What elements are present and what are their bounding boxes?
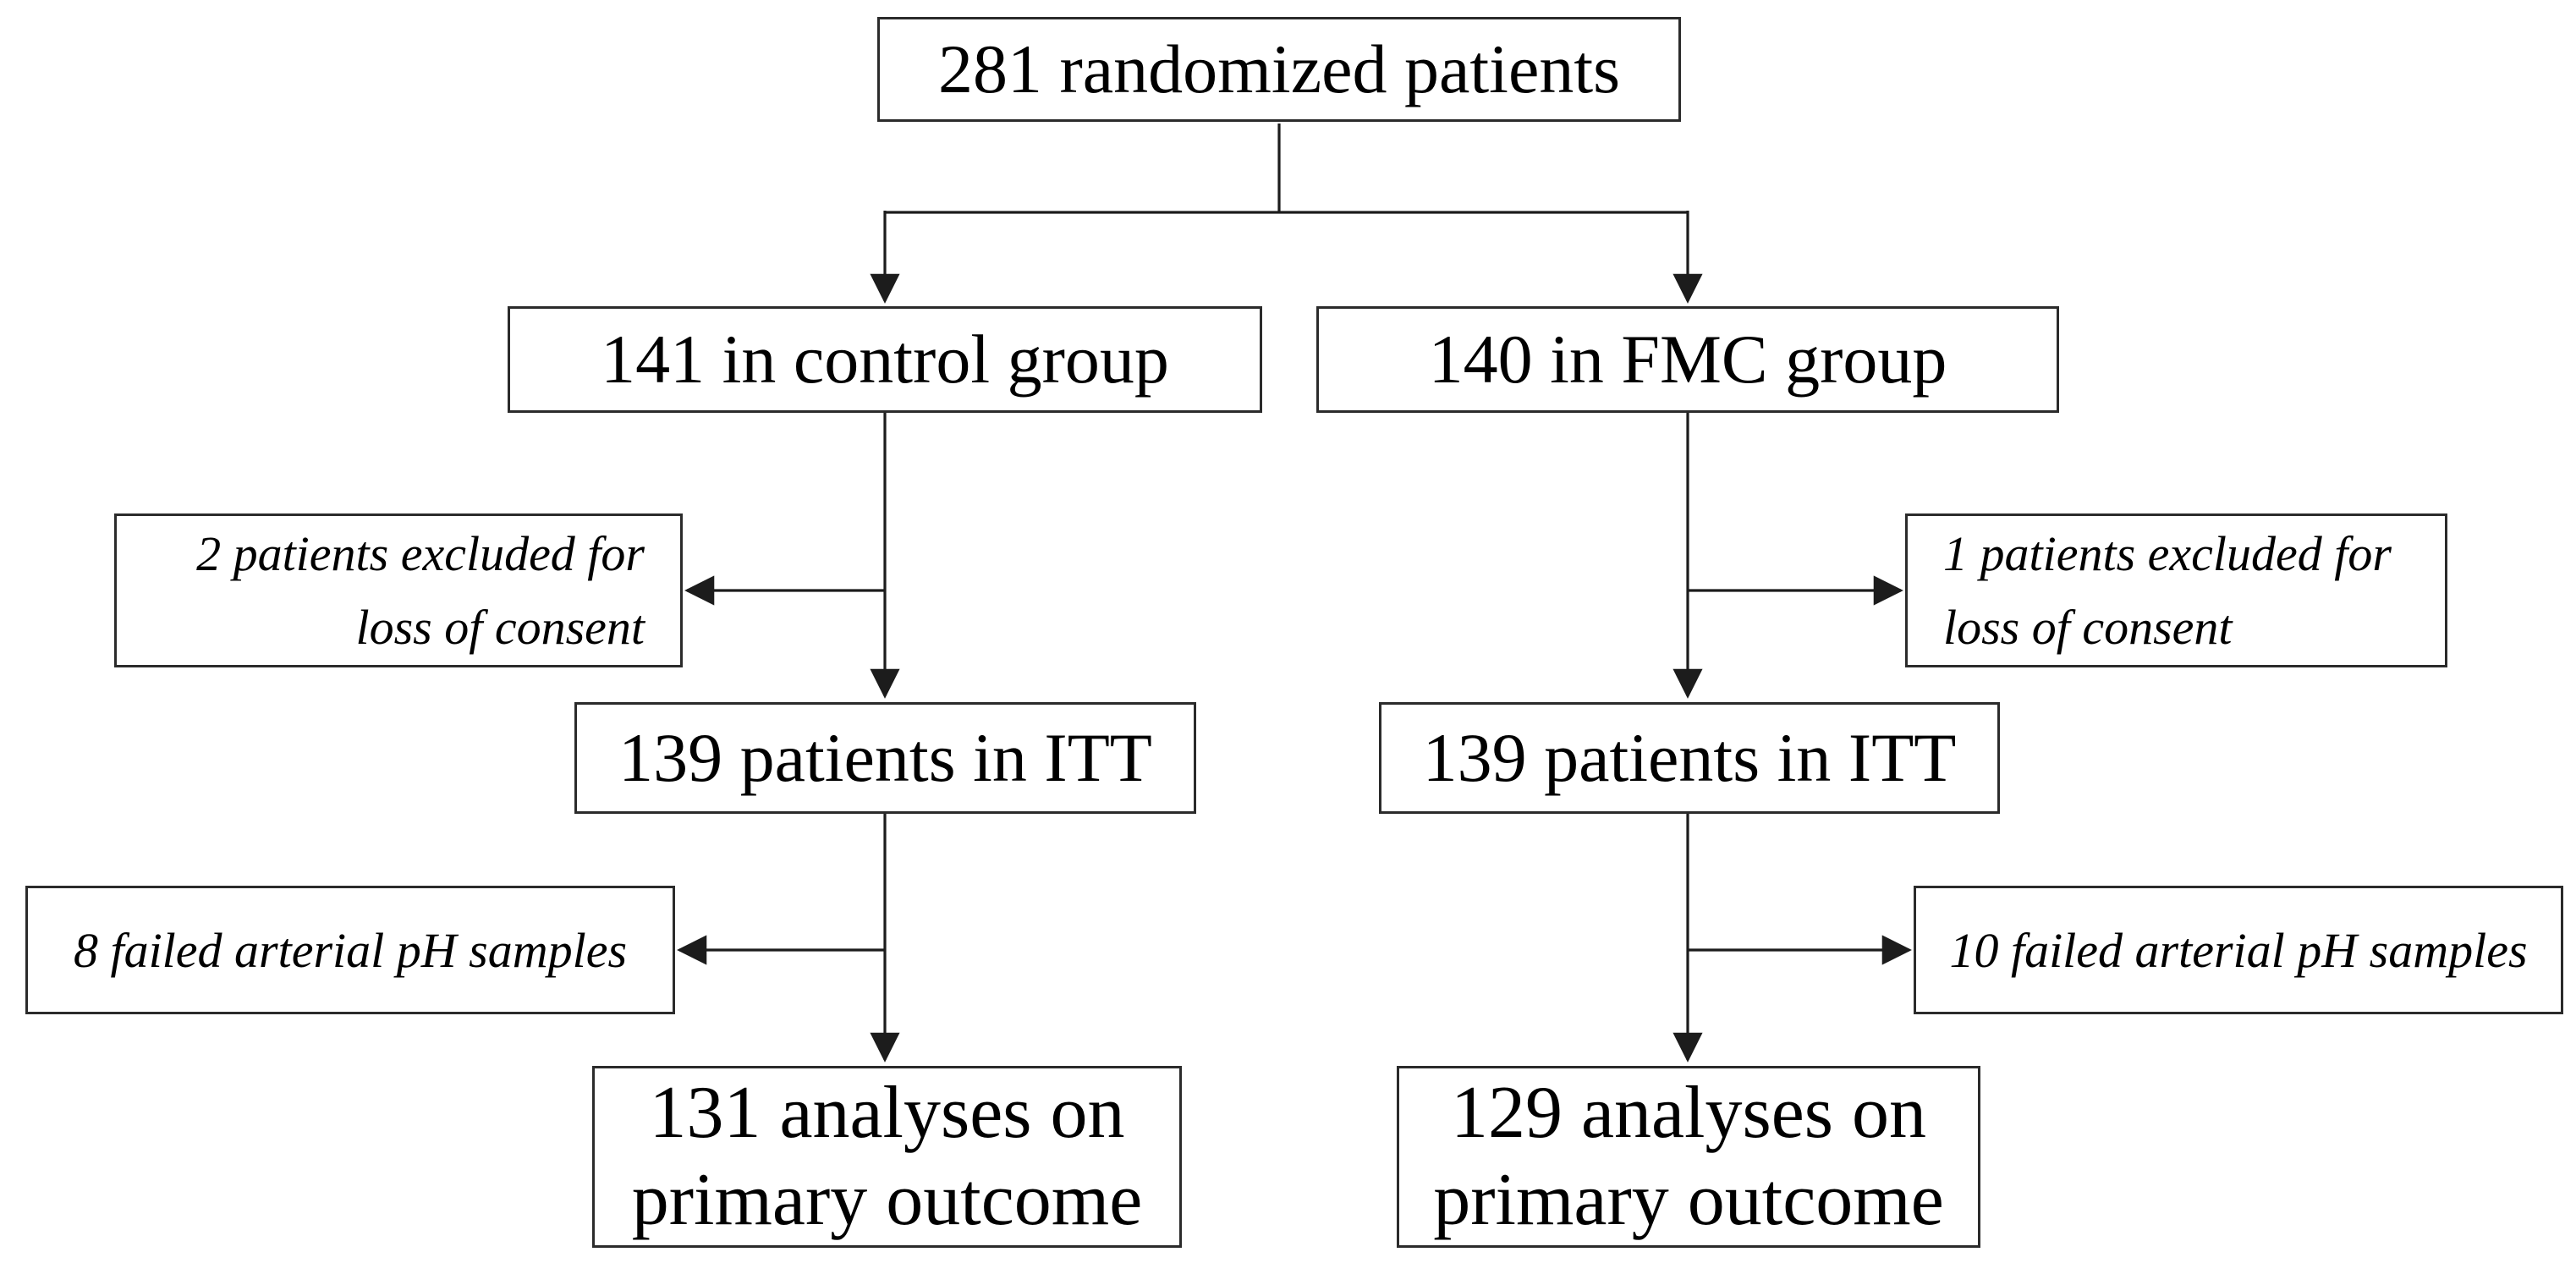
node-label-line2: primary outcome bbox=[1433, 1158, 1944, 1241]
node-label: 8 failed arterial pH samples bbox=[73, 922, 628, 978]
node-label: 139 patients in ITT bbox=[618, 718, 1152, 796]
node-label-line2: primary outcome bbox=[631, 1158, 1143, 1241]
node-label: 139 patients in ITT bbox=[1422, 718, 1957, 796]
node-label-line1: 2 patients excluded for bbox=[196, 526, 645, 581]
node-label-line2: loss of consent bbox=[1943, 600, 2233, 655]
node-randomized-patients: 281 randomized patients bbox=[877, 17, 1681, 122]
node-label: 141 in control group bbox=[601, 320, 1169, 398]
node-control-group: 141 in control group bbox=[508, 306, 1262, 413]
node-label-line1: 131 analyses on bbox=[649, 1072, 1125, 1155]
node-fmc-group: 140 in FMC group bbox=[1316, 306, 2059, 413]
node-fmc-ph-failed: 10 failed arterial pH samples bbox=[1914, 886, 2563, 1014]
node-label: 10 failed arterial pH samples bbox=[1949, 922, 2528, 978]
node-control-excluded: 2 patients excluded for loss of consent bbox=[114, 513, 683, 667]
node-fmc-excluded: 1 patients excluded for loss of consent bbox=[1905, 513, 2447, 667]
node-label-line1: 129 analyses on bbox=[1450, 1072, 1927, 1155]
node-fmc-itt: 139 patients in ITT bbox=[1379, 702, 2000, 814]
node-control-primary-outcome: 131 analyses on primary outcome bbox=[592, 1066, 1182, 1248]
node-label: 140 in FMC group bbox=[1428, 320, 1947, 398]
node-fmc-primary-outcome: 129 analyses on primary outcome bbox=[1397, 1066, 1980, 1248]
node-control-ph-failed: 8 failed arterial pH samples bbox=[25, 886, 675, 1014]
node-control-itt: 139 patients in ITT bbox=[574, 702, 1196, 814]
node-label-line1: 1 patients excluded for bbox=[1943, 526, 2392, 581]
node-label-line2: loss of consent bbox=[355, 600, 645, 655]
node-label: 281 randomized patients bbox=[937, 30, 1621, 107]
